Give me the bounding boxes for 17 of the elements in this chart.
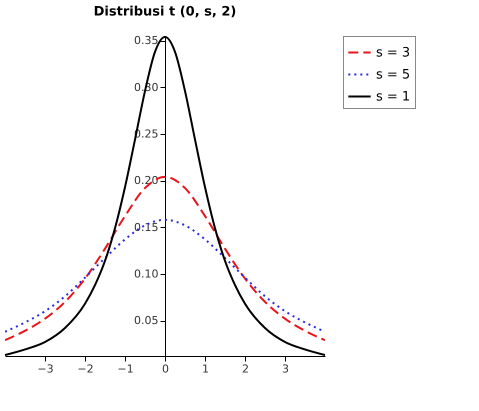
x-tick-label: 1 [202,362,209,376]
line-series [5,218,325,333]
legend-label: s = 3 [376,46,410,60]
x-tick-label: 2 [242,362,249,376]
y-tick-label: 0.35 [134,34,158,48]
legend-label: s = 1 [376,90,410,104]
line-series [5,176,325,342]
x-tick-label: 0 [162,362,169,376]
x-tick-label: −2 [77,362,94,376]
legend-label: s = 5 [376,68,410,82]
y-tick-label: 0.10 [134,267,158,280]
x-tick-label: −1 [117,362,134,376]
chart-title: Distribusi t (0, s, 2) [94,4,236,20]
x-tick-label: −3 [37,362,54,376]
x-tick-label: 3 [282,362,289,376]
y-tick-label: 0.05 [134,314,158,328]
y-tick-label: 0.15 [134,220,158,234]
